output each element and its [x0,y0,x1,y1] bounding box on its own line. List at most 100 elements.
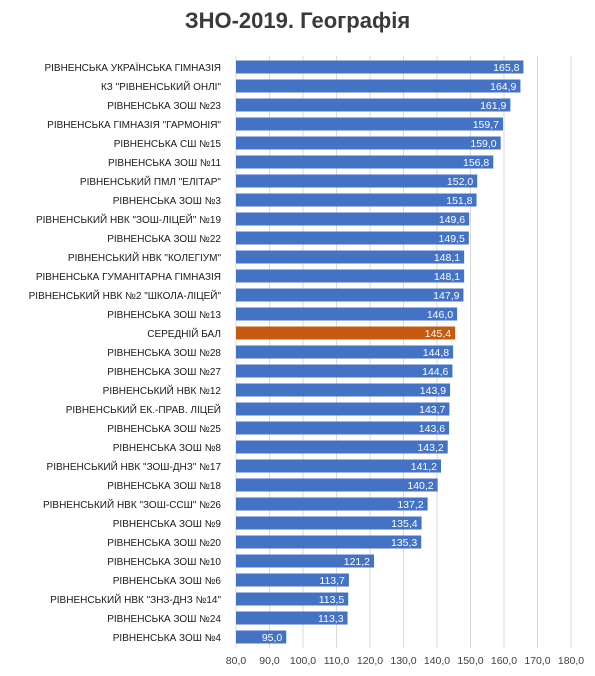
category-label: РІВНЕНСЬКА ЗОШ №23 [107,101,221,112]
bar [236,440,448,454]
category-label: РІВНЕНСЬКИЙ ЕК.-ПРАВ. ЛІЦЕЙ [66,403,221,416]
bar [236,117,503,131]
data-label: 156,8 [463,157,489,169]
data-label: 151,8 [446,195,472,207]
bar [236,421,450,435]
data-label: 113,7 [319,575,345,587]
category-label: РІВНЕНСЬКА ЗОШ №13 [107,310,221,321]
data-label: 152,0 [447,176,473,188]
x-tick-label: 110,0 [324,655,350,667]
data-label: 144,6 [422,366,448,378]
category-label: РІВНЕНСЬКА ЗОШ №20 [107,538,221,549]
bar [236,231,469,245]
data-label: 159,0 [470,138,496,150]
bar [236,383,451,397]
data-label: 143,2 [417,442,443,454]
bar [236,345,454,359]
x-tick-label: 160,0 [491,655,517,667]
bar [236,288,464,302]
bar [236,573,349,587]
bar [236,459,442,473]
bar [236,535,422,549]
category-label: РІВНЕНСЬКА ЗОШ №25 [107,424,221,435]
category-label: РІВНЕНСЬКА СШ №15 [114,139,222,150]
data-label: 95,0 [262,632,283,644]
category-label: РІВНЕНСЬКА ЗОШ №18 [107,481,221,492]
category-label: РІВНЕНСЬКИЙ НВК №12 [103,384,222,397]
category-label: РІВНЕНСЬКА УКРАЇНСЬКА ГІМНАЗІЯ [44,62,221,74]
category-label: РІВНЕНСЬКИЙ НВК "ЗОШ-ЛІЦЕЙ" №19 [36,213,221,226]
bar [236,592,349,606]
bar [236,136,501,150]
bar [236,516,422,530]
bars: 165,8 164,9 161,9 159,7 159,0 156,8 152,0 151,8… [236,60,524,644]
category-label: РІВНЕНСЬКА ЗОШ №22 [107,234,221,245]
data-label: 149,6 [439,214,465,226]
category-labels: РІВНЕНСЬКА УКРАЇНСЬКА ГІМНАЗІЯ КЗ "РІВНЕН… [29,62,222,644]
bar [236,193,477,207]
category-label: РІВНЕНСЬКА ЗОШ №9 [113,519,222,530]
data-label: 113,5 [319,594,345,606]
bar [236,364,453,378]
data-label: 144,8 [423,347,449,359]
category-label: РІВНЕНСЬКИЙ НВК "КОЛЕГІУМ" [68,251,222,264]
data-label: 143,7 [419,404,445,416]
data-label: 161,9 [480,100,506,112]
data-label: 145,4 [425,328,451,340]
category-label: РІВНЕНСЬКИЙ НВК "ЗОШ-ССШ" №26 [43,498,221,511]
data-label: 143,9 [420,385,446,397]
bar [236,98,511,112]
bar [236,60,524,74]
data-label: 165,8 [493,62,519,74]
data-label: 147,9 [433,290,459,302]
data-label: 143,6 [419,423,445,435]
x-tick-label: 140,0 [424,655,450,667]
data-label: 121,2 [344,556,370,568]
chart-title: ЗНО-2019. Географія [184,8,411,33]
data-label: 113,3 [318,613,344,625]
x-tick-label: 100,0 [290,655,316,667]
bar [236,174,478,188]
x-tick-label: 180,0 [558,655,584,667]
category-label: РІВНЕНСЬКА ЗОШ №6 [113,576,222,587]
bar [236,307,458,321]
data-label: 146,0 [427,309,453,321]
x-axis-ticks: 80,0 90,0 100,0 110,0 120,0 130,0 140,0 150,0 16… [226,655,585,667]
data-label: 164,9 [490,81,516,93]
bar [236,478,438,492]
category-label: РІВНЕНСЬКА ЗОШ №10 [107,557,221,568]
x-tick-label: 130,0 [390,655,416,667]
data-label: 141,2 [411,461,437,473]
category-label: РІВНЕНСЬКА ЗОШ №4 [113,633,222,644]
data-label: 140,2 [407,480,433,492]
category-label: РІВНЕНСЬКИЙ НВК №2 "ШКОЛА-ЛІЦЕЙ" [29,289,222,302]
category-label: РІВНЕНСЬКА ЗОШ №11 [108,158,221,169]
category-label: РІВНЕНСЬКА ЗОШ №3 [113,196,222,207]
category-label: РІВНЕНСЬКА ЗОШ №24 [107,614,221,625]
category-label: КЗ "РІВНЕНСЬКИЙ ОНЛІ" [101,80,221,93]
bar [236,611,348,625]
data-label: 135,3 [391,537,417,549]
data-label: 135,4 [391,518,417,530]
category-label: РІВНЕНСЬКИЙ НВК "ЗНЗ-ДНЗ №14" [50,593,221,606]
x-tick-label: 90,0 [259,655,280,667]
category-label: СЕРЕДНІЙ БАЛ [147,327,221,340]
bar [236,497,428,511]
data-label: 149,5 [439,233,465,245]
category-label: РІВНЕНСЬКИЙ ПМЛ "ЕЛІТАР" [80,175,222,188]
bar [236,269,465,283]
data-label: 137,2 [397,499,423,511]
category-label: РІВНЕНСЬКА ГІМНАЗІЯ "ГАРМОНІЯ" [47,120,221,131]
bar [236,212,470,226]
x-tick-label: 150,0 [457,655,483,667]
x-tick-label: 170,0 [524,655,550,667]
category-label: РІВНЕНСЬКА ГУМАНІТАРНА ГІМНАЗІЯ [36,272,221,283]
bar [236,79,521,93]
x-tick-label: 120,0 [357,655,383,667]
data-label: 148,1 [434,271,460,283]
bar [236,554,375,568]
bar [236,402,450,416]
category-label: РІВНЕНСЬКА ЗОШ №28 [107,348,221,359]
